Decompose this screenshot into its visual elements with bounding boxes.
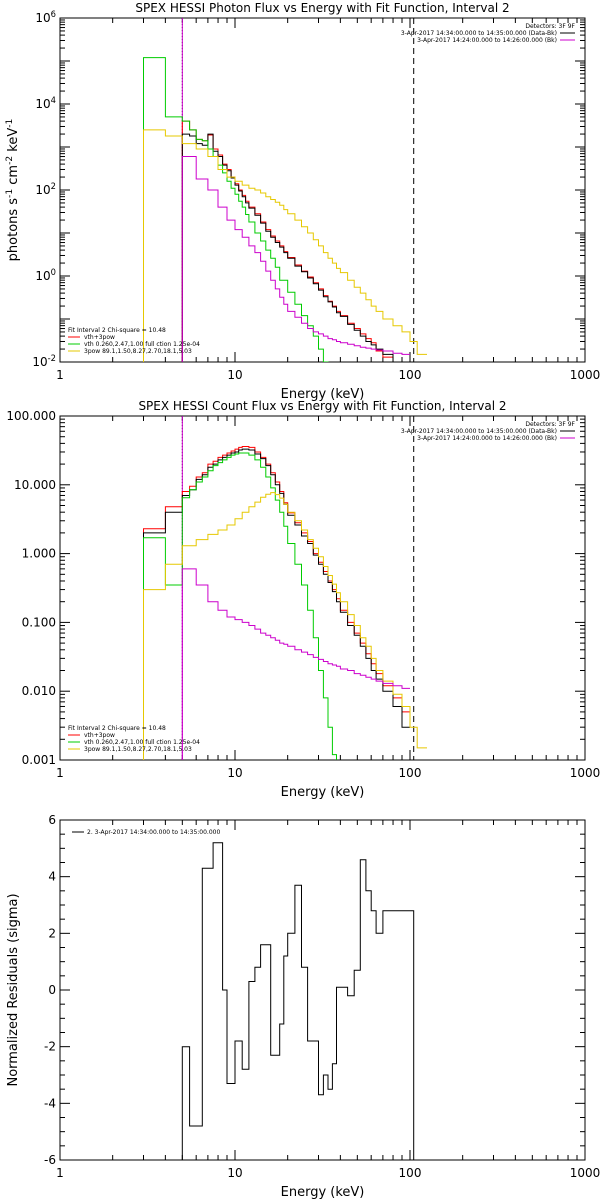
y-tick-label: 6	[48, 813, 56, 827]
x-tick-label: 1	[56, 368, 64, 382]
series-line-1	[181, 120, 394, 362]
y-tick-label: 106	[35, 9, 56, 25]
y-tick-label: 4	[48, 870, 56, 884]
chart-title: SPEX HESSI Photon Flux vs Energy with Fi…	[135, 1, 509, 15]
x-axis-label: Energy (keV)	[281, 1185, 365, 1200]
x-tick-label: 100	[399, 766, 422, 780]
series-line-4	[143, 129, 427, 362]
legend-label: 3pow 89.1,1.50,8.27,2.70,18.1,5.03	[84, 348, 192, 355]
y-tick-label: 100	[35, 267, 56, 283]
legend-label: vth+3pow	[84, 334, 115, 341]
series-line-3	[143, 57, 329, 362]
chart-panel-1: SPEX HESSI Photon Flux vs Energy with Fi…	[5, 1, 600, 402]
y-tick-label: 0.100	[22, 615, 56, 629]
series-line-1	[181, 842, 415, 1160]
y-tick-label: -6	[44, 1153, 56, 1167]
legend-label: 2. 3-Apr-2017 14:34:00.000 to 14:35:00.0…	[87, 829, 220, 836]
legend-label: vth 0.260,2.47,1.00 full ction 1.25e-04	[84, 341, 200, 348]
detectors-label: Detectors: 3F 9F	[525, 421, 575, 428]
series-group	[143, 446, 427, 760]
series-line-5	[181, 568, 410, 760]
y-axis-label: Normalized Residuals (sigma)	[6, 893, 21, 1086]
y-tick-label: 10-2	[32, 353, 56, 369]
chart-panel-2: SPEX HESSI Count Flux vs Energy with Fit…	[6, 399, 600, 800]
y-tick-label: 2	[48, 926, 56, 940]
y-tick-label: 102	[35, 181, 56, 197]
series-line-5	[181, 156, 410, 362]
x-tick-label: 1000	[570, 368, 600, 382]
x-tick-label: 10	[227, 1166, 242, 1180]
detectors-label: Detectors: 3F 9F	[525, 23, 575, 30]
series-line-1	[143, 446, 410, 760]
y-tick-label: -2	[44, 1040, 56, 1054]
legend-label: vth+3pow	[84, 732, 115, 739]
y-axis-label: photons s-1 cm-2 keV-1	[5, 119, 21, 262]
plot-frame	[59, 17, 586, 363]
y-tick-label: 1.000	[22, 547, 56, 561]
interval-date-label: 3-Apr-2017 14:34:00.000 to 14:35:00.000 …	[401, 30, 557, 37]
y-tick-label: 0.010	[22, 684, 56, 698]
x-tick-label: 10	[227, 368, 242, 382]
x-tick-label: 100	[399, 368, 422, 382]
x-axis-label: Energy (keV)	[281, 785, 365, 800]
chart-panel-3: 1 10 100 1000 -6 -4 -2 0 2 4 6 Energy (keV) Normaliz…	[6, 813, 600, 1200]
series-line-4	[143, 492, 427, 760]
y-tick-label: 10.000	[14, 478, 56, 492]
interval-date-label: 3-Apr-2017 14:24:00.000 to 14:26:00.000 …	[417, 435, 557, 442]
x-tick-label: 100	[399, 1166, 422, 1180]
y-tick-label: 0.001	[22, 753, 56, 767]
interval-date-label: 3-Apr-2017 14:34:00.000 to 14:35:00.000 …	[401, 428, 557, 435]
chart-title: SPEX HESSI Count Flux vs Energy with Fit…	[138, 399, 506, 413]
series-line-2	[143, 448, 410, 760]
plot-frame	[59, 415, 586, 761]
series-group	[181, 842, 415, 1160]
series-line-2	[181, 133, 403, 362]
legend-label: 3pow 89.1,1.50,8.27,2.70,18.1,5.03	[84, 746, 192, 753]
y-tick-label: 104	[35, 95, 56, 111]
x-axis-label: Energy (keV)	[281, 387, 365, 402]
legend-label: Fit Interval 2 Chi-square = 10.48	[68, 327, 166, 334]
y-tick-label: -4	[44, 1096, 56, 1110]
legend-label: vth 0.260,2.47,1.00 full ction 1.25e-04	[84, 739, 200, 746]
series-group	[143, 57, 427, 362]
x-tick-label: 1000	[570, 766, 600, 780]
y-tick-label: 100.000	[6, 409, 56, 423]
x-tick-label: 1	[56, 766, 64, 780]
plot-frame	[59, 819, 586, 1161]
x-tick-label: 1000	[570, 1166, 600, 1180]
legend-label: Fit Interval 2 Chi-square = 10.48	[68, 725, 166, 732]
interval-date-label: 3-Apr-2017 14:24:00.000 to 14:26:00.000 …	[417, 37, 557, 44]
y-tick-label: 0	[48, 983, 56, 997]
x-tick-label: 10	[227, 766, 242, 780]
series-line-3	[143, 452, 337, 760]
x-tick-label: 1	[56, 1166, 64, 1180]
